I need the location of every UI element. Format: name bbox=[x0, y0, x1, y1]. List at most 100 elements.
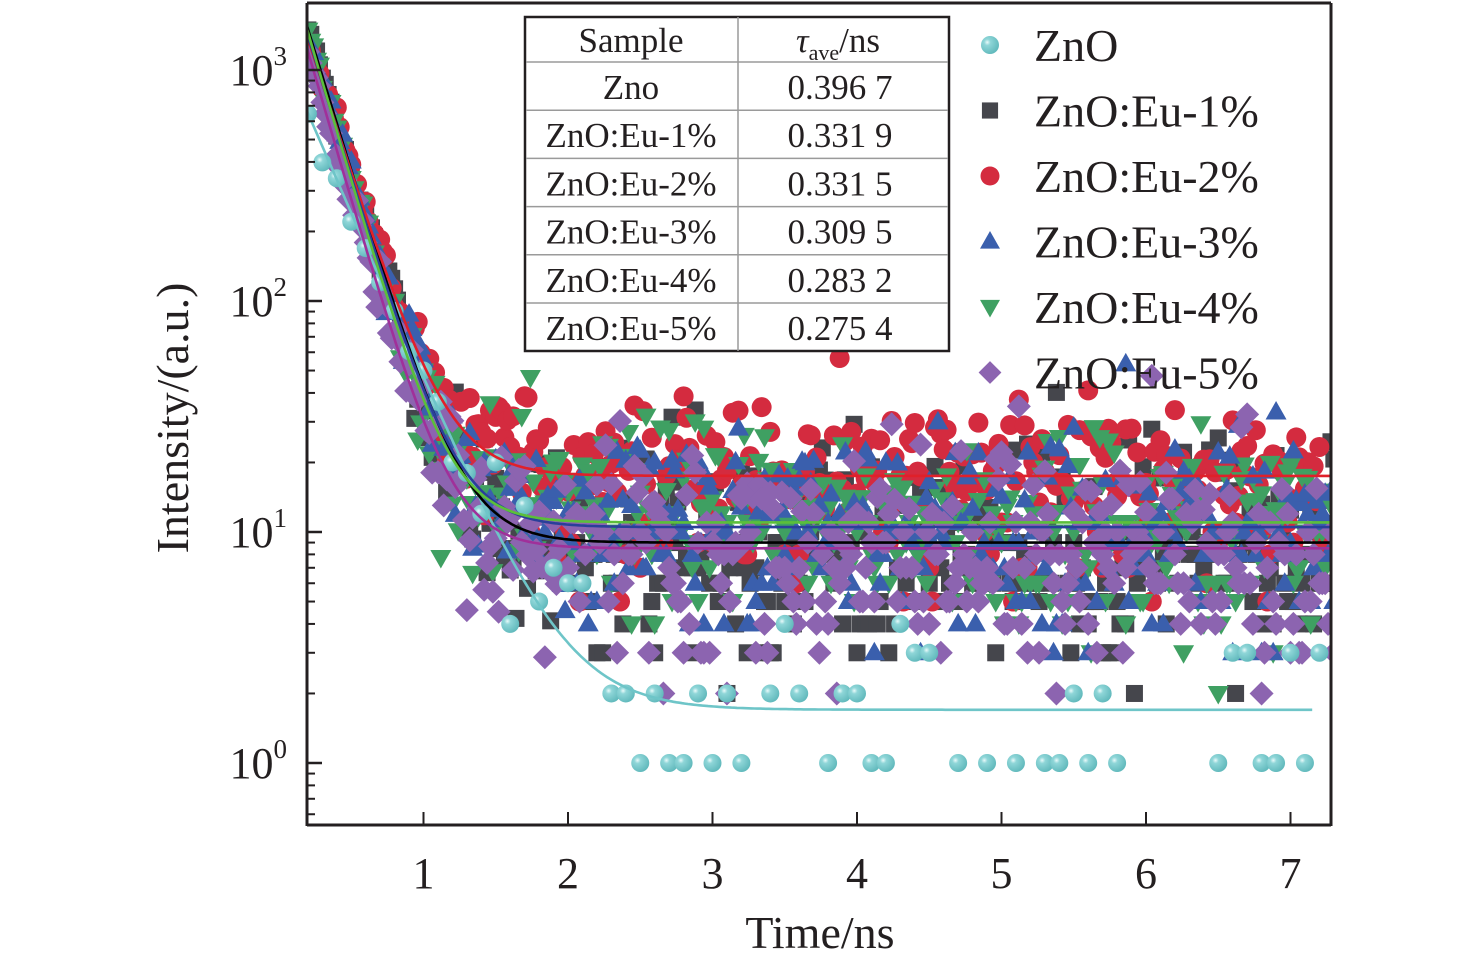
data-point bbox=[621, 494, 643, 513]
data-point bbox=[1168, 611, 1193, 636]
data-point bbox=[635, 408, 657, 428]
data-point bbox=[728, 417, 750, 436]
data-point bbox=[677, 611, 702, 636]
data-point bbox=[762, 572, 784, 591]
data-point bbox=[1239, 511, 1261, 530]
data-point bbox=[1275, 501, 1300, 526]
data-point bbox=[1297, 502, 1319, 522]
y-tick-exponent: 3 bbox=[274, 41, 288, 71]
x-tick-label: 4 bbox=[846, 849, 868, 898]
data-point bbox=[1118, 590, 1140, 610]
data-point bbox=[725, 450, 747, 470]
data-point bbox=[582, 501, 607, 526]
data-point bbox=[602, 684, 621, 703]
table-cell-lifetime: 0.396 7 bbox=[788, 68, 893, 107]
data-point bbox=[543, 490, 565, 510]
data-point bbox=[937, 589, 962, 614]
data-point bbox=[1258, 574, 1276, 592]
y-tick-base: 10 bbox=[230, 277, 274, 326]
legend-marker-sphere-icon bbox=[981, 36, 999, 54]
data-point bbox=[556, 555, 580, 580]
data-point bbox=[870, 430, 891, 451]
data-point bbox=[917, 611, 942, 636]
data-point bbox=[475, 550, 500, 575]
data-point bbox=[703, 754, 722, 772]
data-point bbox=[444, 426, 466, 446]
fit-curve-zno-eu-1- bbox=[308, 24, 1330, 544]
data-point bbox=[1309, 436, 1330, 457]
data-point bbox=[308, 22, 319, 41]
data-point bbox=[1223, 643, 1242, 662]
data-point bbox=[863, 641, 885, 661]
legend-label: ZnO:Eu-3% bbox=[1034, 217, 1259, 268]
data-point bbox=[885, 589, 910, 614]
data-point bbox=[868, 476, 893, 501]
data-point bbox=[1149, 502, 1171, 522]
data-point bbox=[1027, 640, 1052, 665]
data-point bbox=[848, 644, 866, 662]
data-point bbox=[693, 612, 715, 632]
data-point bbox=[1121, 418, 1142, 439]
data-point bbox=[573, 574, 592, 593]
data-point bbox=[1300, 616, 1322, 635]
data-point bbox=[1134, 500, 1158, 525]
data-point bbox=[918, 470, 940, 490]
y-tick-exponent: 0 bbox=[274, 734, 288, 764]
table-cell-sample: ZnO:Eu-3% bbox=[545, 213, 716, 252]
data-point bbox=[1244, 593, 1262, 611]
data-point bbox=[787, 555, 812, 580]
data-point bbox=[1097, 433, 1119, 453]
data-point bbox=[596, 589, 621, 614]
data-point bbox=[829, 348, 850, 369]
data-point bbox=[673, 386, 694, 407]
fit-curve-zno-eu-3- bbox=[308, 31, 1330, 529]
data-point bbox=[597, 489, 619, 508]
data-point bbox=[574, 480, 596, 500]
data-point bbox=[772, 555, 797, 580]
data-point bbox=[517, 387, 538, 408]
data-point bbox=[1043, 641, 1065, 661]
y-axis-title: Intensity/(a.u.) bbox=[147, 283, 198, 554]
data-point bbox=[1012, 555, 1037, 580]
data-point bbox=[589, 458, 611, 478]
data-point bbox=[943, 571, 968, 596]
data-point bbox=[908, 432, 933, 457]
data-point bbox=[1086, 590, 1108, 610]
data-point bbox=[1268, 521, 1290, 540]
data-point bbox=[668, 589, 693, 614]
data-point bbox=[1135, 543, 1157, 562]
data-point bbox=[1064, 684, 1083, 703]
data-point bbox=[862, 589, 887, 614]
data-point bbox=[1304, 476, 1329, 501]
data-point bbox=[761, 684, 780, 703]
data-point bbox=[1171, 571, 1196, 596]
data-point bbox=[457, 528, 482, 553]
y-tick-exponent: 1 bbox=[274, 503, 288, 533]
data-point bbox=[1197, 482, 1222, 507]
data-point bbox=[1253, 460, 1275, 479]
table-cell-lifetime: 0.331 9 bbox=[788, 116, 893, 155]
data-point bbox=[1233, 521, 1255, 540]
y-tick-exponent: 2 bbox=[274, 272, 288, 302]
data-point bbox=[778, 486, 803, 511]
data-point bbox=[1238, 571, 1263, 596]
data-point bbox=[987, 644, 1005, 662]
data-point bbox=[1154, 460, 1179, 485]
data-point bbox=[661, 449, 683, 468]
x-tick-label: 2 bbox=[557, 849, 579, 898]
data-point bbox=[599, 472, 624, 497]
data-point bbox=[1074, 572, 1096, 591]
data-point bbox=[819, 754, 838, 772]
data-point bbox=[540, 464, 562, 483]
data-point bbox=[907, 546, 929, 566]
data-point bbox=[853, 555, 878, 580]
data-point bbox=[1014, 488, 1036, 508]
y-tick-label: 100 bbox=[230, 734, 288, 788]
data-point bbox=[739, 612, 761, 632]
data-point bbox=[775, 571, 800, 596]
data-point bbox=[868, 615, 886, 633]
data-point bbox=[667, 498, 689, 517]
legend-label: ZnO:Eu-4% bbox=[1034, 282, 1259, 333]
